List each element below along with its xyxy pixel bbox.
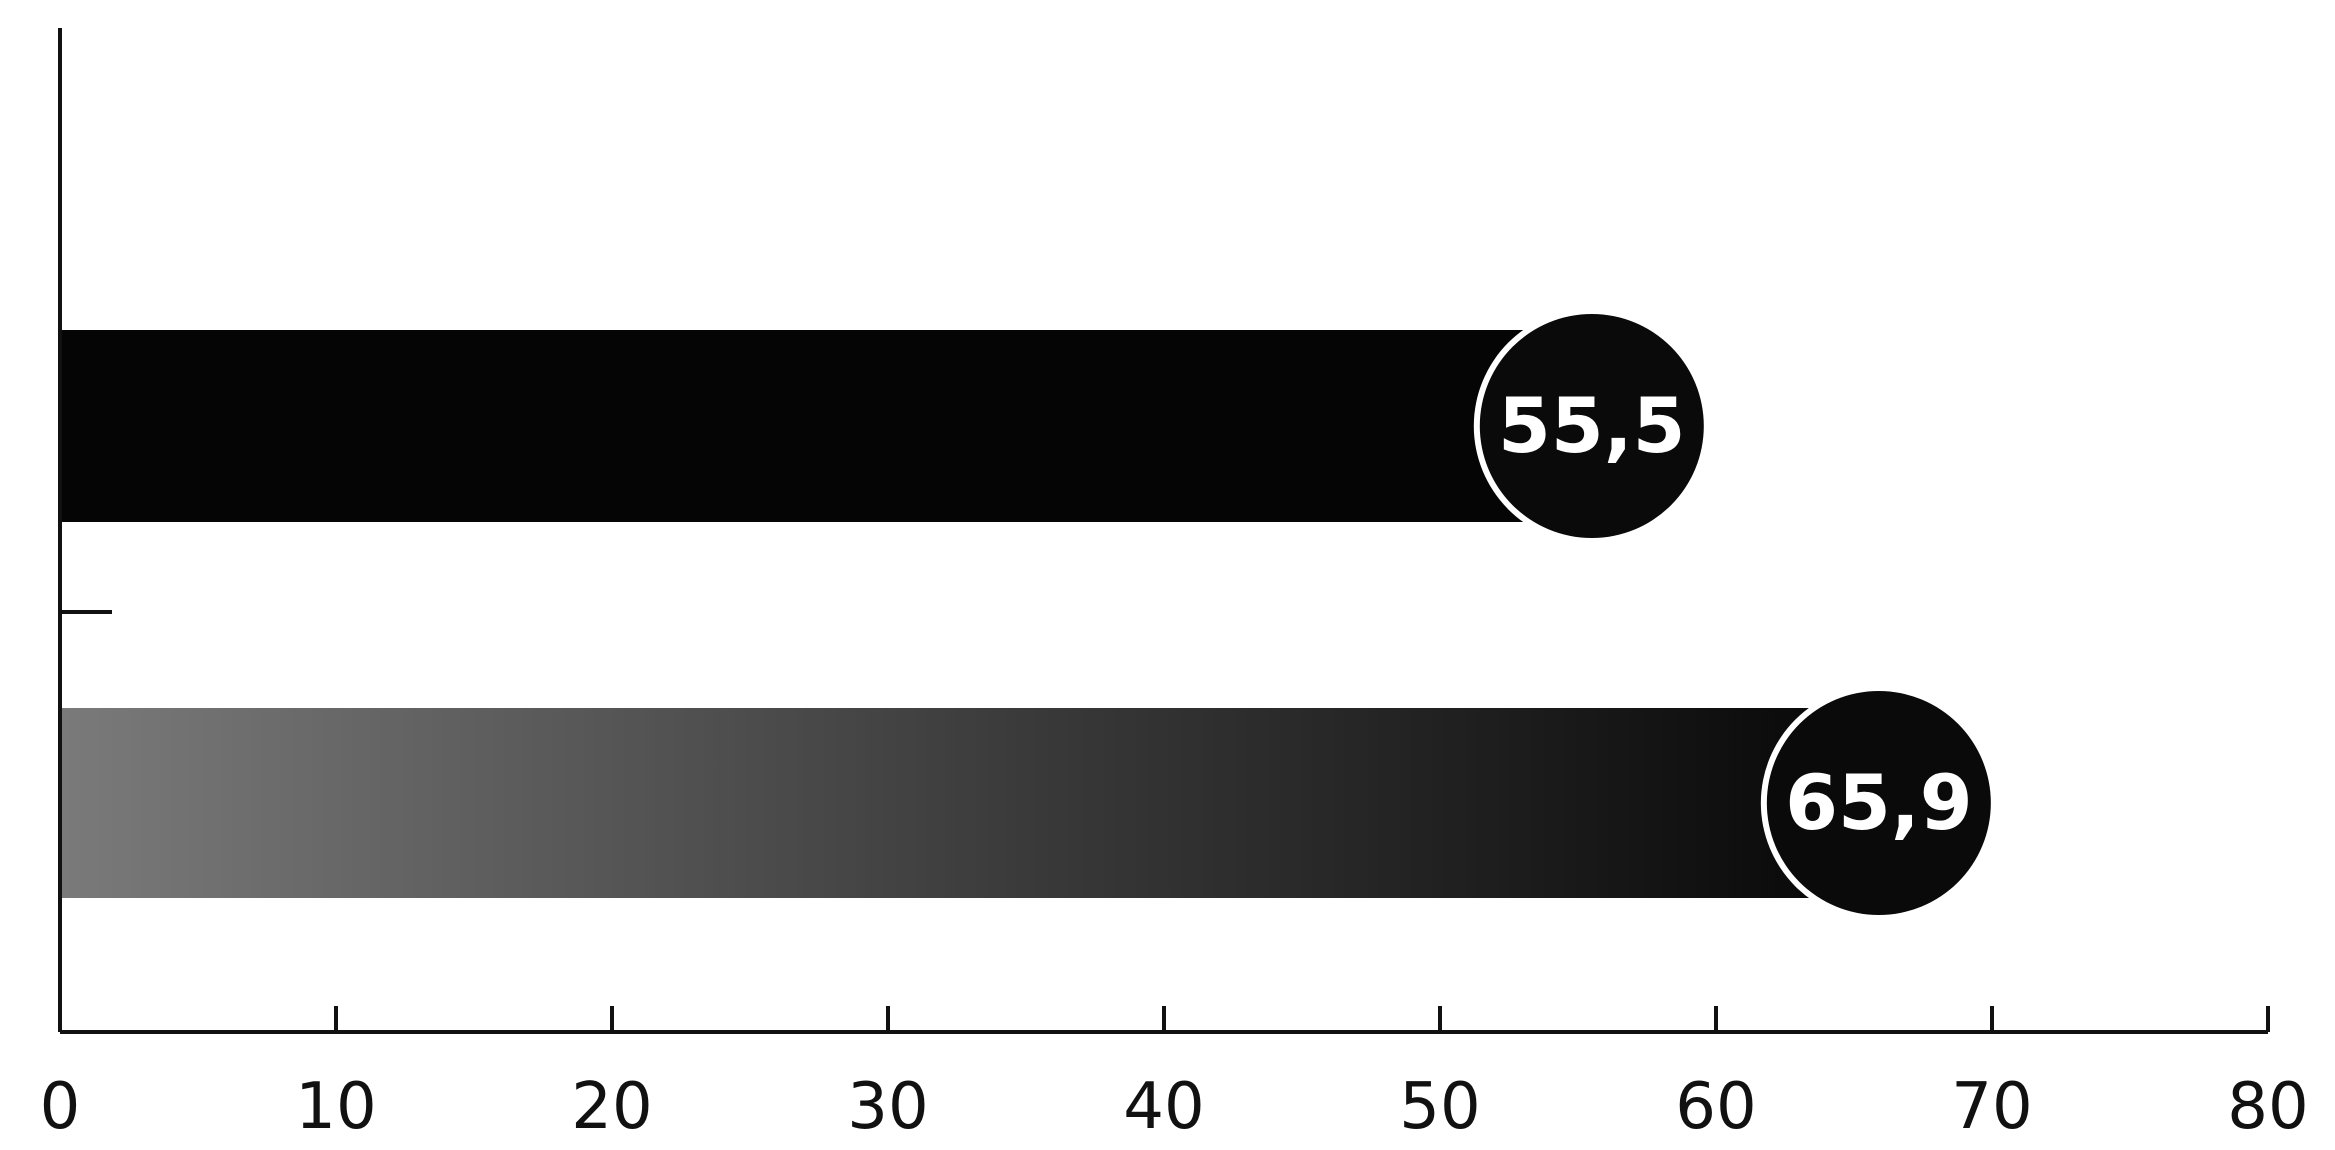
value-badge-2 xyxy=(1766,691,1991,915)
value-label-2: 65,9 xyxy=(1785,758,1973,847)
bars-layer xyxy=(60,308,1997,921)
bar-2 xyxy=(60,708,1818,898)
value-label-1: 55,5 xyxy=(1498,381,1686,470)
x-tick-label-70: 70 xyxy=(1951,1070,2032,1144)
x-tick-label-50: 50 xyxy=(1399,1070,1480,1144)
x-tick-label-10: 10 xyxy=(295,1070,376,1144)
x-tick-label-60: 60 xyxy=(1675,1070,1756,1144)
x-tick-label-0: 0 xyxy=(40,1070,81,1144)
axes-layer xyxy=(58,28,2270,1034)
value-badge-1 xyxy=(1479,314,1704,538)
x-tick-label-40: 40 xyxy=(1123,1070,1204,1144)
x-tick-label-30: 30 xyxy=(847,1070,928,1144)
x-tick-label-20: 20 xyxy=(571,1070,652,1144)
bar-1 xyxy=(60,330,1531,522)
labels-layer: 55,5 65,9 0 10 20 30 40 50 60 70 80 xyxy=(40,381,2309,1144)
x-tick-label-80: 80 xyxy=(2227,1070,2308,1144)
